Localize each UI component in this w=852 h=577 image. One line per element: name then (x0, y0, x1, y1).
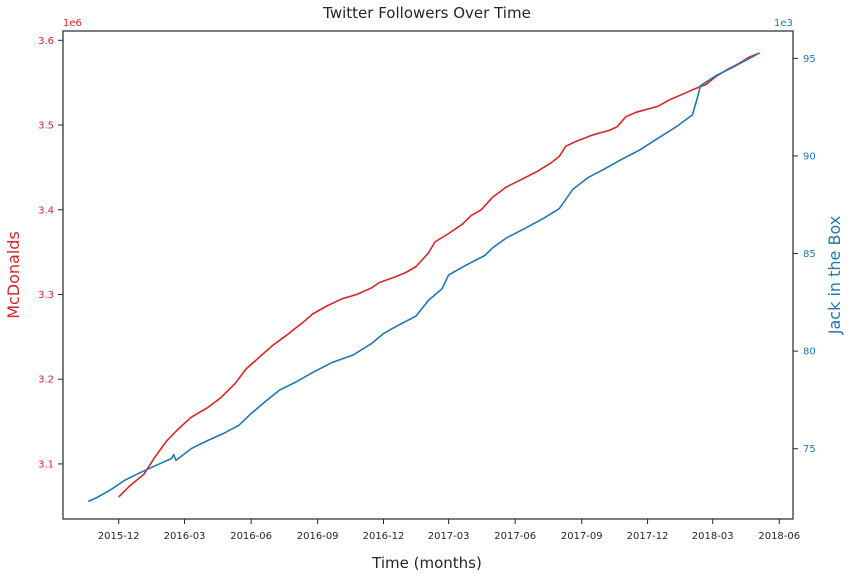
y-axis-right: 75 80 85 90 95 (793, 54, 816, 455)
x-tick-label: 2018-03 (692, 531, 734, 542)
series-line-right (87, 53, 758, 503)
x-tick-label: 2018-06 (758, 531, 800, 542)
x-tick-label: 2017-03 (428, 531, 470, 542)
y-left-tick-label: 3.2 (38, 375, 54, 386)
plot-frame (62, 30, 794, 520)
x-tick-label: 2017-09 (561, 531, 603, 542)
y-right-tick-label: 90 (803, 151, 816, 162)
x-axis: 2015-12 2016-03 2016-06 2016-09 2016-12 2017-… (98, 519, 800, 542)
y-axis-right-label: Jack in the Box (825, 216, 844, 335)
x-tick-label: 2015-12 (98, 531, 140, 542)
y-axis-left: 3.1 3.2 3.3 3.4 3.5 3.6 (38, 36, 63, 470)
x-tick-label: 2017-06 (494, 531, 536, 542)
y-left-tick-label: 3.6 (38, 36, 54, 47)
chart-title: Twitter Followers Over Time (322, 4, 531, 22)
y-left-tick-label: 3.4 (38, 205, 54, 216)
x-tick-label: 2016-03 (164, 531, 206, 542)
x-tick-label: 2017-12 (627, 531, 669, 542)
x-tick-label: 2016-09 (297, 531, 339, 542)
y-left-tick-label: 3.3 (38, 290, 54, 301)
y-axis-left-label: McDonalds (4, 231, 23, 319)
y-right-tick-label: 75 (803, 444, 816, 455)
x-axis-label: Time (months) (371, 554, 482, 572)
y-right-multiplier: 1e3 (774, 18, 793, 29)
y-right-tick-label: 85 (803, 249, 816, 260)
x-tick-label: 2016-12 (363, 531, 405, 542)
y-left-multiplier: 1e6 (63, 18, 82, 29)
x-tick-label: 2016-06 (230, 531, 272, 542)
y-left-tick-label: 3.1 (38, 459, 54, 470)
y-left-tick-label: 3.5 (38, 121, 54, 132)
y-right-tick-label: 80 (803, 347, 816, 358)
plot-area (62, 30, 794, 520)
y-right-tick-label: 95 (803, 54, 816, 65)
series-layer (87, 52, 760, 503)
series-line-left (118, 52, 760, 498)
